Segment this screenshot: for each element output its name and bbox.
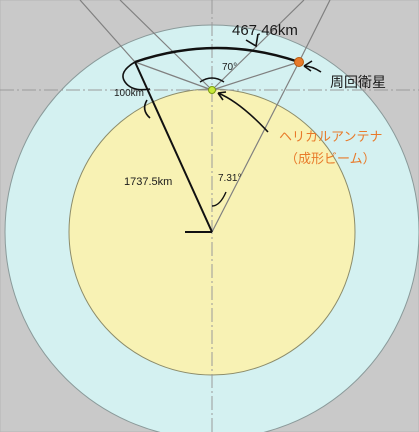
antenna-pointer-arrow: [217, 92, 269, 133]
beam-angle-label: 70°: [222, 62, 237, 73]
antenna-label-line2: （成形ビーム）: [285, 152, 376, 167]
radius-label: 1737.5km: [124, 176, 172, 188]
altitude-brace: [122, 61, 151, 91]
antenna-dot: [208, 86, 216, 94]
center-angle-arc: [211, 191, 227, 207]
orbit-arc: [134, 46, 300, 64]
antenna-pointer-arrowhead: [217, 91, 227, 101]
satellite-label: 周回衛星: [330, 74, 386, 90]
orbit-arc-pointer: [245, 33, 259, 48]
satellite-dot: [294, 57, 304, 67]
beam-line-left-upper: [119, 0, 213, 91]
beam-angle-arc: [199, 77, 225, 83]
beam-line-right-upper: [211, 0, 305, 91]
beam-line-left: [134, 61, 213, 91]
moon-radius-line: [134, 61, 213, 233]
satellite-pointer-arrowhead: [303, 60, 313, 72]
beam-line-right: [211, 61, 300, 91]
orbit-arc-label: 467.46km: [232, 22, 298, 39]
center-angle-label: 7.31°: [218, 173, 241, 184]
antenna-label-line1: ヘリカルアンテナ: [279, 130, 382, 145]
center-to-satellite-line: [211, 61, 300, 233]
tangent-line-left: [79, 0, 136, 63]
altitude-label: 100km: [114, 88, 144, 99]
altitude-brace-lower: [143, 99, 151, 119]
tangent-line-right: [298, 0, 331, 63]
